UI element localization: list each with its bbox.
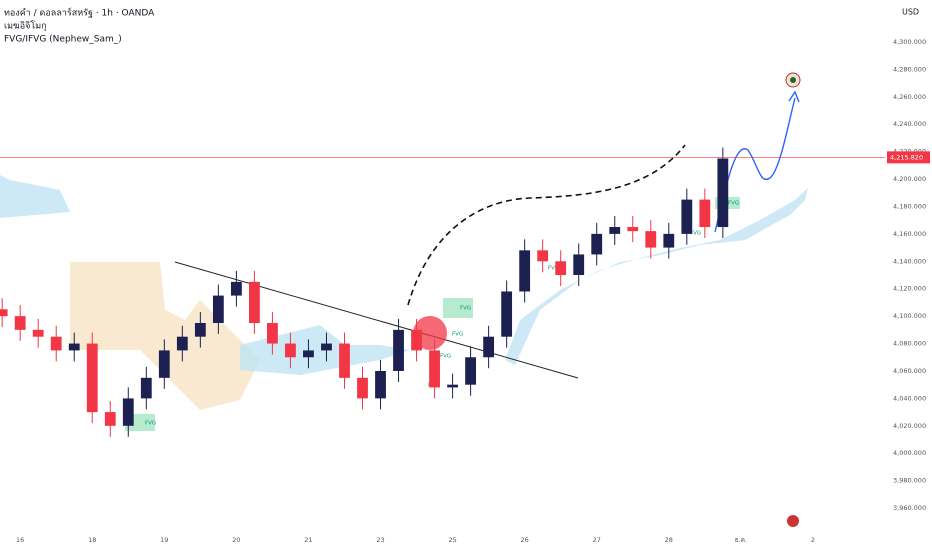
- candle-body: [212, 295, 224, 323]
- x-tick-label: 19: [160, 536, 168, 544]
- x-tick-label: 27: [593, 536, 601, 544]
- candle-body: [357, 377, 368, 399]
- fvg-label: FVG: [728, 201, 739, 207]
- candle-body: [465, 357, 477, 385]
- header-indicator: เมฆอิจิโมกุ: [4, 21, 47, 32]
- y-tick-label: 4,300.000: [893, 38, 926, 46]
- candle-body: [573, 254, 585, 276]
- candle-body: [86, 343, 98, 413]
- cloud: [505, 188, 808, 365]
- flag-icon: [787, 515, 799, 527]
- y-tick-label: 4,160.000: [893, 230, 926, 238]
- x-tick-label: 16: [16, 536, 24, 544]
- candle-body: [0, 309, 8, 317]
- candle-body: [699, 199, 711, 228]
- eye-pupil: [790, 77, 796, 83]
- arrow-path: [714, 97, 796, 233]
- price-axis: [885, 0, 932, 550]
- y-tick-label: 4,020.000: [893, 422, 926, 430]
- y-tick-label: 4,080.000: [893, 340, 926, 348]
- y-tick-label: 4,120.000: [893, 285, 926, 293]
- candle-body: [627, 227, 639, 232]
- candle-body: [303, 350, 314, 358]
- x-tick-label: 26: [521, 536, 529, 544]
- x-tick-label: ธ.ค.: [735, 536, 747, 544]
- fvg-label: FVG: [460, 306, 471, 312]
- dashed-curve: [407, 144, 686, 306]
- candle-body: [285, 343, 296, 358]
- candle-body: [267, 322, 278, 344]
- candle-body: [68, 343, 80, 351]
- candle-body: [645, 231, 657, 248]
- candle-body: [447, 384, 458, 388]
- candle-body: [411, 329, 422, 351]
- candle-body: [140, 377, 152, 399]
- candle-body: [32, 329, 44, 337]
- candle-body: [194, 322, 206, 337]
- x-tick-label: 25: [448, 536, 456, 544]
- fvg-label: FVG: [440, 354, 451, 360]
- candle-body: [717, 158, 729, 228]
- candle-body: [591, 233, 603, 255]
- x-tick-label: 18: [88, 536, 96, 544]
- y-tick-label: 4,140.000: [893, 257, 926, 265]
- x-tick-label: 21: [304, 536, 312, 544]
- y-tick-label: 4,100.000: [893, 312, 926, 320]
- candle-body: [176, 336, 188, 351]
- candle-body: [393, 329, 404, 371]
- y-tick-label: 4,000.000: [893, 449, 926, 457]
- candle-body: [501, 291, 513, 337]
- last-price-box: [887, 151, 930, 164]
- fvg-label: FVG: [548, 266, 559, 272]
- candle-body: [321, 343, 332, 351]
- trend-line: [174, 261, 579, 379]
- candle-body: [681, 199, 693, 234]
- x-tick-label: 20: [232, 536, 240, 544]
- y-tick-label: 4,260.000: [893, 93, 926, 101]
- candle-body: [519, 250, 531, 292]
- x-tick-label: 28: [665, 536, 673, 544]
- x-tick-label: 2: [811, 536, 815, 544]
- y-tick-label: 3,980.000: [893, 477, 926, 485]
- currency: USD: [902, 8, 919, 17]
- candle-body: [339, 343, 350, 378]
- last-price-label: 4,215.820: [890, 153, 923, 161]
- fvg-label: FVG: [145, 421, 156, 427]
- candle-body: [537, 250, 549, 262]
- y-tick-label: 4,240.000: [893, 120, 926, 128]
- fvg-box: [443, 298, 473, 318]
- cloud: [70, 262, 260, 410]
- fvg-label: FVG: [690, 231, 701, 237]
- candle-body: [230, 281, 242, 296]
- candle-body: [663, 233, 675, 248]
- x-tick-label: 23: [376, 536, 384, 544]
- fvg-label: FVG: [452, 332, 463, 338]
- y-tick-label: 4,180.000: [893, 202, 926, 210]
- y-tick-label: 4,040.000: [893, 394, 926, 402]
- y-tick-label: 3,960.000: [893, 504, 926, 512]
- candle-body: [122, 398, 134, 426]
- candle-body: [375, 370, 386, 399]
- candle-body: [609, 227, 621, 234]
- y-tick-label: 4,280.000: [893, 65, 926, 73]
- candle-body: [158, 350, 170, 378]
- y-tick-label: 4,060.000: [893, 367, 926, 375]
- cloud: [0, 175, 70, 218]
- header-title: ทองคำ / ดอลลาร์สหรัฐ · 1h · OANDA: [4, 7, 155, 19]
- candle-body: [50, 336, 62, 351]
- candle-body: [429, 350, 440, 388]
- candle-body: [14, 316, 26, 330]
- arrow-head: [788, 90, 800, 103]
- candle-body: [248, 281, 260, 323]
- y-tick-label: 4,200.000: [893, 175, 926, 183]
- candle-body: [555, 261, 567, 276]
- candle-body: [104, 412, 116, 426]
- candle-body: [483, 336, 495, 358]
- header-indicator: FVG/IFVG (Nephew_Sam_): [4, 35, 122, 45]
